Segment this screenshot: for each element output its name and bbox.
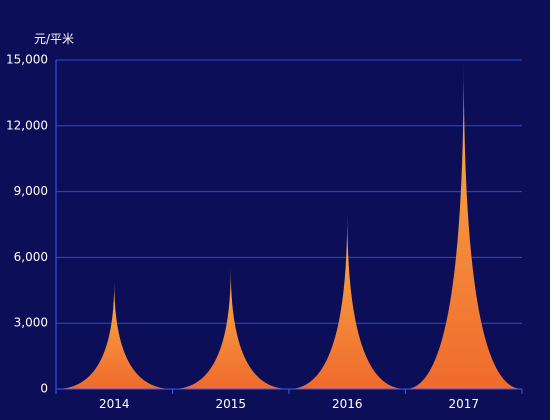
x-tick-label: 2016 <box>332 397 363 411</box>
y-tick-label: 6,000 <box>14 250 48 264</box>
y-tick-label: 9,000 <box>14 184 48 198</box>
data-spike-2014[interactable] <box>56 281 173 389</box>
y-tick-label: 0 <box>40 382 48 396</box>
x-tick-label: 2014 <box>99 397 130 411</box>
x-axis-ticks: 2014 2015 2016 2017 <box>99 397 479 411</box>
grid-lines <box>55 59 522 389</box>
data-spike-2015[interactable] <box>172 268 290 389</box>
data-spikes <box>56 62 523 390</box>
y-axis-ticks: 0 3,000 6,000 9,000 12,000 15,000 <box>6 53 48 396</box>
y-tick-label: 3,000 <box>14 316 48 330</box>
data-spike-2017[interactable] <box>405 62 523 390</box>
data-spike-2016[interactable] <box>289 213 406 389</box>
x-axis <box>55 388 523 394</box>
y-tick-label: 12,000 <box>6 118 48 132</box>
x-tick-label: 2015 <box>215 397 246 411</box>
x-tick-label: 2017 <box>448 397 479 411</box>
y-axis-unit-label: 元/平米 <box>34 32 74 46</box>
y-tick-label: 15,000 <box>6 53 48 67</box>
